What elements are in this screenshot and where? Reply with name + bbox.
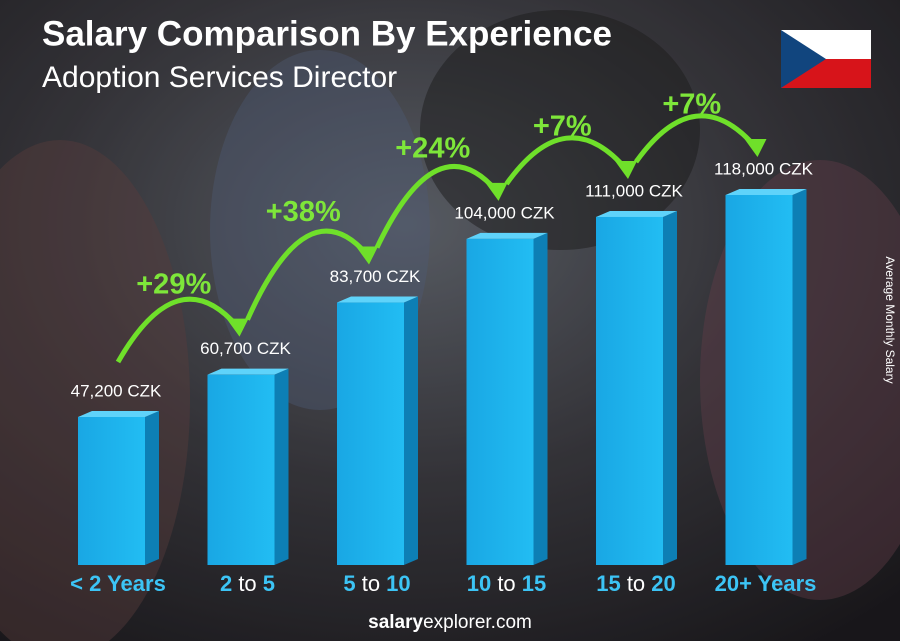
x-tick-label-part: to (232, 571, 256, 596)
bar (466, 232, 548, 565)
data-label: 60,700 CZK (200, 339, 291, 358)
bar-side (533, 232, 548, 565)
bar (207, 368, 289, 565)
data-label: 104,000 CZK (454, 203, 555, 222)
x-tick-label-part: 20+ (715, 571, 752, 596)
footer-rest: explorer.com (423, 612, 532, 633)
x-tick-label-part: 5 (257, 571, 275, 596)
bar-side (145, 411, 159, 565)
x-tick-label-part: 5 (343, 571, 355, 596)
bar-top (207, 368, 289, 375)
data-label: 83,700 CZK (330, 267, 421, 286)
bar (337, 296, 418, 565)
x-tick-label-part: < (70, 571, 83, 596)
change-arrowhead (485, 182, 508, 201)
change-label: +7% (662, 89, 721, 121)
change-arrow (374, 164, 499, 249)
change-arrowhead (356, 246, 378, 265)
x-tick-label-part: 2 (220, 571, 232, 596)
bar (725, 189, 807, 565)
bar-top (466, 232, 548, 239)
bar-top (596, 210, 677, 217)
flag (781, 30, 871, 88)
background-blur (420, 10, 700, 250)
x-tick-label-part: 2 (83, 571, 101, 596)
x-tick-label-part: 15 (596, 571, 620, 596)
y-axis-label: Average Monthly Salary (883, 256, 897, 383)
chart-subtitle: Adoption Services Director (42, 61, 397, 94)
data-label: 118,000 CZK (714, 159, 814, 178)
bar-front (78, 417, 145, 565)
bar-side (663, 210, 677, 565)
x-tick-label-part: Years (101, 571, 165, 596)
change-arrowhead (744, 139, 767, 157)
data-label: 47,200 CZK (71, 381, 162, 400)
x-tick-label: 2 to 5 (220, 571, 275, 596)
x-tick-label-part: to (621, 571, 645, 596)
bar-top (78, 411, 159, 417)
x-tick-label: 5 to 10 (343, 571, 410, 596)
change-label: +29% (136, 268, 211, 300)
x-tick-label-part: 10 (467, 571, 491, 596)
chart-title: Salary Comparison By Experience (42, 14, 612, 53)
x-tick-label-part: 20 (645, 571, 676, 596)
bar-front (466, 238, 534, 565)
change-label: +38% (266, 196, 341, 228)
bar (596, 210, 677, 565)
footer: salaryexplorer.com (368, 612, 532, 633)
footer-brand: salary (368, 612, 423, 633)
bar-front (337, 302, 404, 565)
change-arrowhead (615, 160, 637, 179)
x-tick-label: 20+ Years (715, 571, 817, 596)
bar-front (725, 195, 793, 565)
x-tick-label-part: 15 (516, 571, 547, 596)
x-tick-label-part: Years (752, 571, 816, 596)
x-tick-label: 15 to 20 (596, 571, 676, 596)
x-tick-label: < 2 Years (70, 571, 166, 596)
bar-top (337, 296, 418, 303)
x-tick-label-part: 10 (380, 571, 411, 596)
flag-blue (781, 30, 826, 88)
change-label: +7% (533, 111, 592, 143)
bar-top (725, 189, 807, 195)
bar-side (792, 189, 807, 565)
change-arrowhead (226, 318, 249, 337)
bar (78, 411, 159, 565)
change-label: +24% (395, 133, 470, 165)
bar-front (207, 374, 275, 565)
bar-front (596, 216, 663, 565)
change-arrow (633, 113, 758, 164)
x-tick-label-part: to (356, 571, 380, 596)
change-arrow (115, 296, 240, 364)
x-tick-label: 10 to 15 (467, 571, 547, 596)
x-tick-label-part: to (491, 571, 515, 596)
data-label: 111,000 CZK (585, 181, 683, 200)
change-arrow (245, 228, 369, 321)
change-arrow (504, 135, 628, 186)
bar-side (404, 296, 418, 565)
bar-side (274, 368, 289, 565)
